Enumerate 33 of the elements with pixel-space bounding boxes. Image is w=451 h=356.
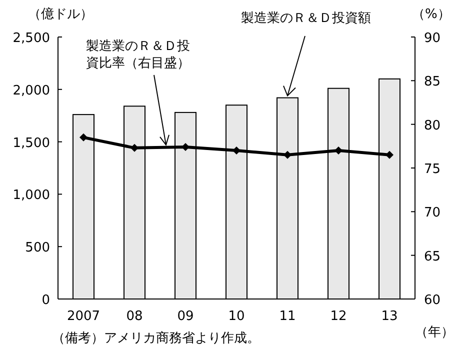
y-tick-label: 0 bbox=[42, 293, 50, 308]
point bbox=[182, 143, 190, 152]
x-tick-label: 13 bbox=[381, 309, 398, 324]
y2-tick-label: 80 bbox=[424, 118, 441, 134]
text: （備考）アメリカ商務省より作成。 bbox=[52, 330, 260, 347]
x-tick-label: 08 bbox=[126, 309, 143, 324]
point bbox=[386, 150, 394, 159]
x-tick-label: 09 bbox=[177, 309, 194, 324]
text: 製造業のＲ＆Ｄ投資比率（右目盛） bbox=[86, 38, 191, 72]
y-axis-title: （億ドル） bbox=[28, 6, 93, 23]
y-tick-label: 2,500 bbox=[12, 31, 50, 46]
point bbox=[334, 146, 342, 155]
point bbox=[232, 146, 240, 155]
y-tick-label: 2,000 bbox=[12, 83, 50, 98]
point bbox=[80, 133, 88, 142]
x-axis-title: （年） bbox=[415, 324, 451, 341]
y2-tick-label: 65 bbox=[424, 249, 441, 264]
y2-tick-label: 70 bbox=[424, 206, 441, 221]
text: 製造業のＲ＆Ｄ投資額 bbox=[241, 10, 371, 27]
y2-tick-label: 85 bbox=[424, 74, 441, 90]
y-tick-label: 1,500 bbox=[12, 136, 50, 151]
point bbox=[284, 150, 292, 159]
x-tick-label: 12 bbox=[330, 309, 347, 324]
x-tick-label: 11 bbox=[279, 309, 296, 324]
y2-tick-label: 90 bbox=[424, 31, 441, 46]
y2-tick-label: 75 bbox=[424, 162, 441, 177]
y2-tick-label: 60 bbox=[424, 293, 441, 308]
y2-axis-title: （%） bbox=[412, 6, 450, 23]
x-tick-label: 2007 bbox=[66, 309, 100, 324]
y-tick-label: 500 bbox=[25, 240, 50, 256]
point bbox=[130, 144, 138, 152]
y-tick-label: 1,000 bbox=[12, 188, 50, 204]
x-tick-label: 10 bbox=[228, 309, 245, 324]
